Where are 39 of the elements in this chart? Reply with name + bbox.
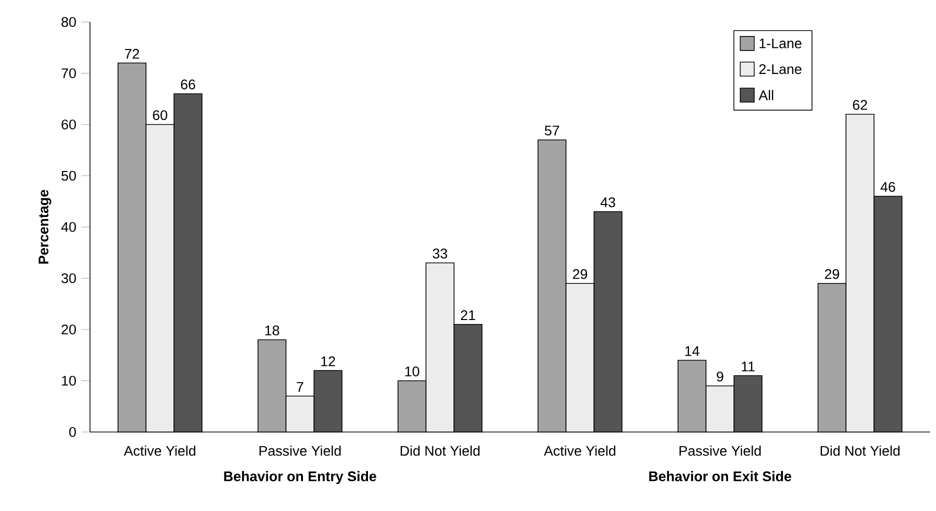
data-label: 43	[600, 197, 616, 208]
y-tick-label: 70	[62, 68, 76, 78]
data-label: 21	[460, 310, 476, 320]
y-tick-label: 30	[61, 273, 76, 284]
legend-label: 1-Lane	[760, 38, 802, 48]
text: Behavior on Exit Side	[649, 471, 792, 482]
data-label: 62	[852, 100, 868, 110]
data-label: 33	[432, 248, 448, 258]
data-label: 14	[685, 346, 700, 356]
data-label: 9	[716, 372, 724, 382]
legend-label: 2-Lane	[759, 64, 802, 74]
y-tick-label: 10	[62, 376, 76, 386]
y-tick-label: 40	[61, 222, 76, 232]
data-label: 57	[544, 126, 560, 136]
x-tick-label: Active Yield	[544, 446, 616, 456]
data-label: 60	[152, 110, 168, 120]
x-tick-label: Did Not Yield	[400, 446, 480, 456]
data-label: 18	[265, 326, 280, 336]
y-tick-label: 60	[62, 120, 76, 130]
data-label: 46	[880, 182, 896, 192]
data-label: 29	[572, 269, 588, 279]
y-tick-label: 0	[69, 427, 76, 437]
data-label: 29	[824, 269, 840, 279]
data-label: 12	[321, 356, 336, 366]
y-axis-title: Percentage	[38, 190, 52, 264]
text: Behavior on Entry Side	[224, 471, 376, 484]
data-label: 10	[405, 366, 420, 376]
legend-label: All	[758, 90, 774, 100]
x-tick-label: Passive Yield	[680, 446, 761, 456]
data-label: 66	[180, 80, 196, 90]
y-tick-label: 50	[62, 170, 76, 181]
y-tick-label: 20	[62, 324, 76, 334]
x-tick-label: Active Yield	[124, 446, 196, 456]
data-label: 11	[742, 362, 755, 372]
data-label: 7	[296, 382, 304, 392]
x-tick-label: Did Not Yield	[820, 446, 900, 456]
data-label: 72	[124, 48, 140, 59]
x-tick-label: Passive Yield	[260, 446, 341, 456]
y-tick-label: 80	[62, 17, 76, 27]
